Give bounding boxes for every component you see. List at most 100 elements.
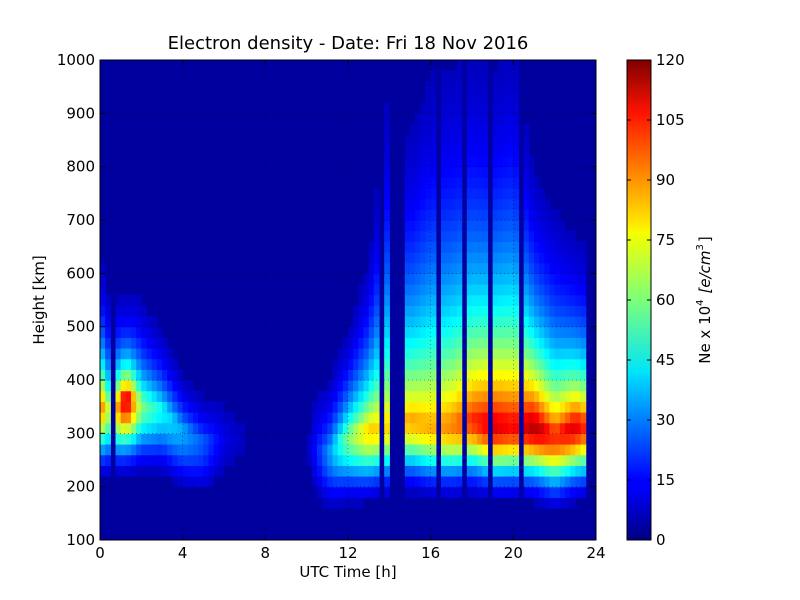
heatmap-cell [125, 380, 132, 392]
heatmap-cell [229, 433, 235, 445]
heatmap-cell [348, 380, 354, 392]
heatmap-cell [100, 369, 106, 381]
heatmap-cell [120, 337, 127, 349]
heatmap-cell [115, 326, 122, 338]
heatmap-cell [492, 262, 499, 274]
heatmap-cell [203, 444, 210, 456]
heatmap-cell [539, 369, 545, 381]
heatmap-cell [446, 369, 452, 381]
heatmap-cell [477, 422, 483, 434]
heatmap-cell [534, 358, 540, 370]
heatmap-cell [151, 454, 158, 466]
heatmap-cell [477, 81, 483, 93]
heatmap-cell [384, 124, 390, 136]
heatmap-cell [384, 369, 390, 381]
heatmap-cell [373, 326, 380, 338]
heatmap-cell [503, 198, 509, 210]
heatmap-cell [446, 166, 452, 178]
heatmap-cell [466, 369, 473, 381]
heatmap-cell [136, 380, 142, 392]
heatmap-cell [363, 454, 370, 466]
heatmap-cell [410, 134, 416, 146]
heatmap-cell [549, 252, 556, 264]
heatmap-cell [503, 273, 509, 285]
heatmap-cell [177, 454, 184, 466]
heatmap-cell [342, 486, 349, 498]
heatmap-cell [384, 337, 390, 349]
heatmap-cell [528, 156, 535, 168]
heatmap-cell [358, 316, 365, 328]
heatmap-cell [466, 380, 473, 392]
heatmap-cell [358, 486, 365, 498]
heatmap-cell [575, 241, 582, 253]
heatmap-cell [497, 422, 504, 434]
heatmap-cell [384, 188, 390, 200]
heatmap-cell [446, 422, 452, 434]
heatmap-cell [477, 316, 483, 328]
heatmap-cell [441, 390, 447, 402]
heatmap-cell [497, 486, 504, 498]
heatmap-cell [477, 60, 483, 72]
heatmap-cell [492, 348, 499, 360]
heatmap-cell [342, 422, 349, 434]
heatmap-cell [513, 252, 520, 264]
heatmap-cell [162, 369, 168, 381]
heatmap-cell [415, 422, 421, 434]
heatmap-cell [327, 412, 334, 424]
heatmap-cell [146, 454, 153, 466]
heatmap-cell [404, 433, 411, 445]
heatmap-cell [167, 369, 173, 381]
heatmap-cell [327, 486, 334, 498]
heatmap-cell [441, 337, 447, 349]
heatmap-cell [441, 326, 447, 338]
heatmap-cell [151, 465, 158, 477]
heatmap-cell [477, 241, 483, 253]
heatmap-cell [472, 241, 478, 253]
heatmap-cell [456, 209, 463, 221]
heatmap-cell [482, 209, 489, 221]
heatmap-cell [430, 337, 437, 349]
heatmap-cell [100, 412, 106, 424]
heatmap-cell [353, 465, 359, 477]
heatmap-cell [208, 422, 215, 434]
heatmap-cell [575, 390, 582, 402]
heatmap-cell [384, 134, 390, 146]
heatmap-cell [100, 316, 106, 328]
heatmap-cell [503, 177, 509, 189]
heatmap-cell [472, 252, 478, 264]
heatmap-cell [415, 390, 421, 402]
heatmap-cell [193, 444, 199, 456]
heatmap-cell [544, 241, 551, 253]
heatmap-cell [208, 444, 215, 456]
heatmap-cell [477, 113, 483, 125]
heatmap-cell [136, 369, 142, 381]
heatmap-cell [492, 476, 499, 488]
heatmap-cell [162, 433, 168, 445]
heatmap-cell [425, 156, 432, 168]
heatmap-cell [513, 465, 520, 477]
heatmap-cell [182, 401, 189, 413]
heatmap-cell [368, 348, 375, 360]
heatmap-cell [368, 284, 375, 296]
heatmap-cell [120, 316, 127, 328]
heatmap-cell [311, 433, 318, 445]
heatmap-cell [348, 422, 354, 434]
heatmap-cell [497, 454, 504, 466]
heatmap-cell [415, 156, 421, 168]
colorbar-label-exponent: 4 [695, 299, 706, 305]
heatmap-cell [508, 273, 514, 285]
heatmap-cell [508, 486, 514, 498]
heatmap-cell [523, 230, 530, 242]
heatmap-cell [332, 444, 339, 456]
heatmap-cell [410, 284, 416, 296]
heatmap-cell [125, 316, 132, 328]
heatmap-cell [373, 241, 380, 253]
heatmap-cell [441, 102, 447, 114]
heatmap-cell [384, 316, 390, 328]
heatmap-cell [503, 326, 509, 338]
heatmap-cell [125, 305, 132, 317]
heatmap-cell [100, 273, 106, 285]
heatmap-cell [430, 177, 437, 189]
colorbar-tick-label: 120 [656, 51, 685, 69]
